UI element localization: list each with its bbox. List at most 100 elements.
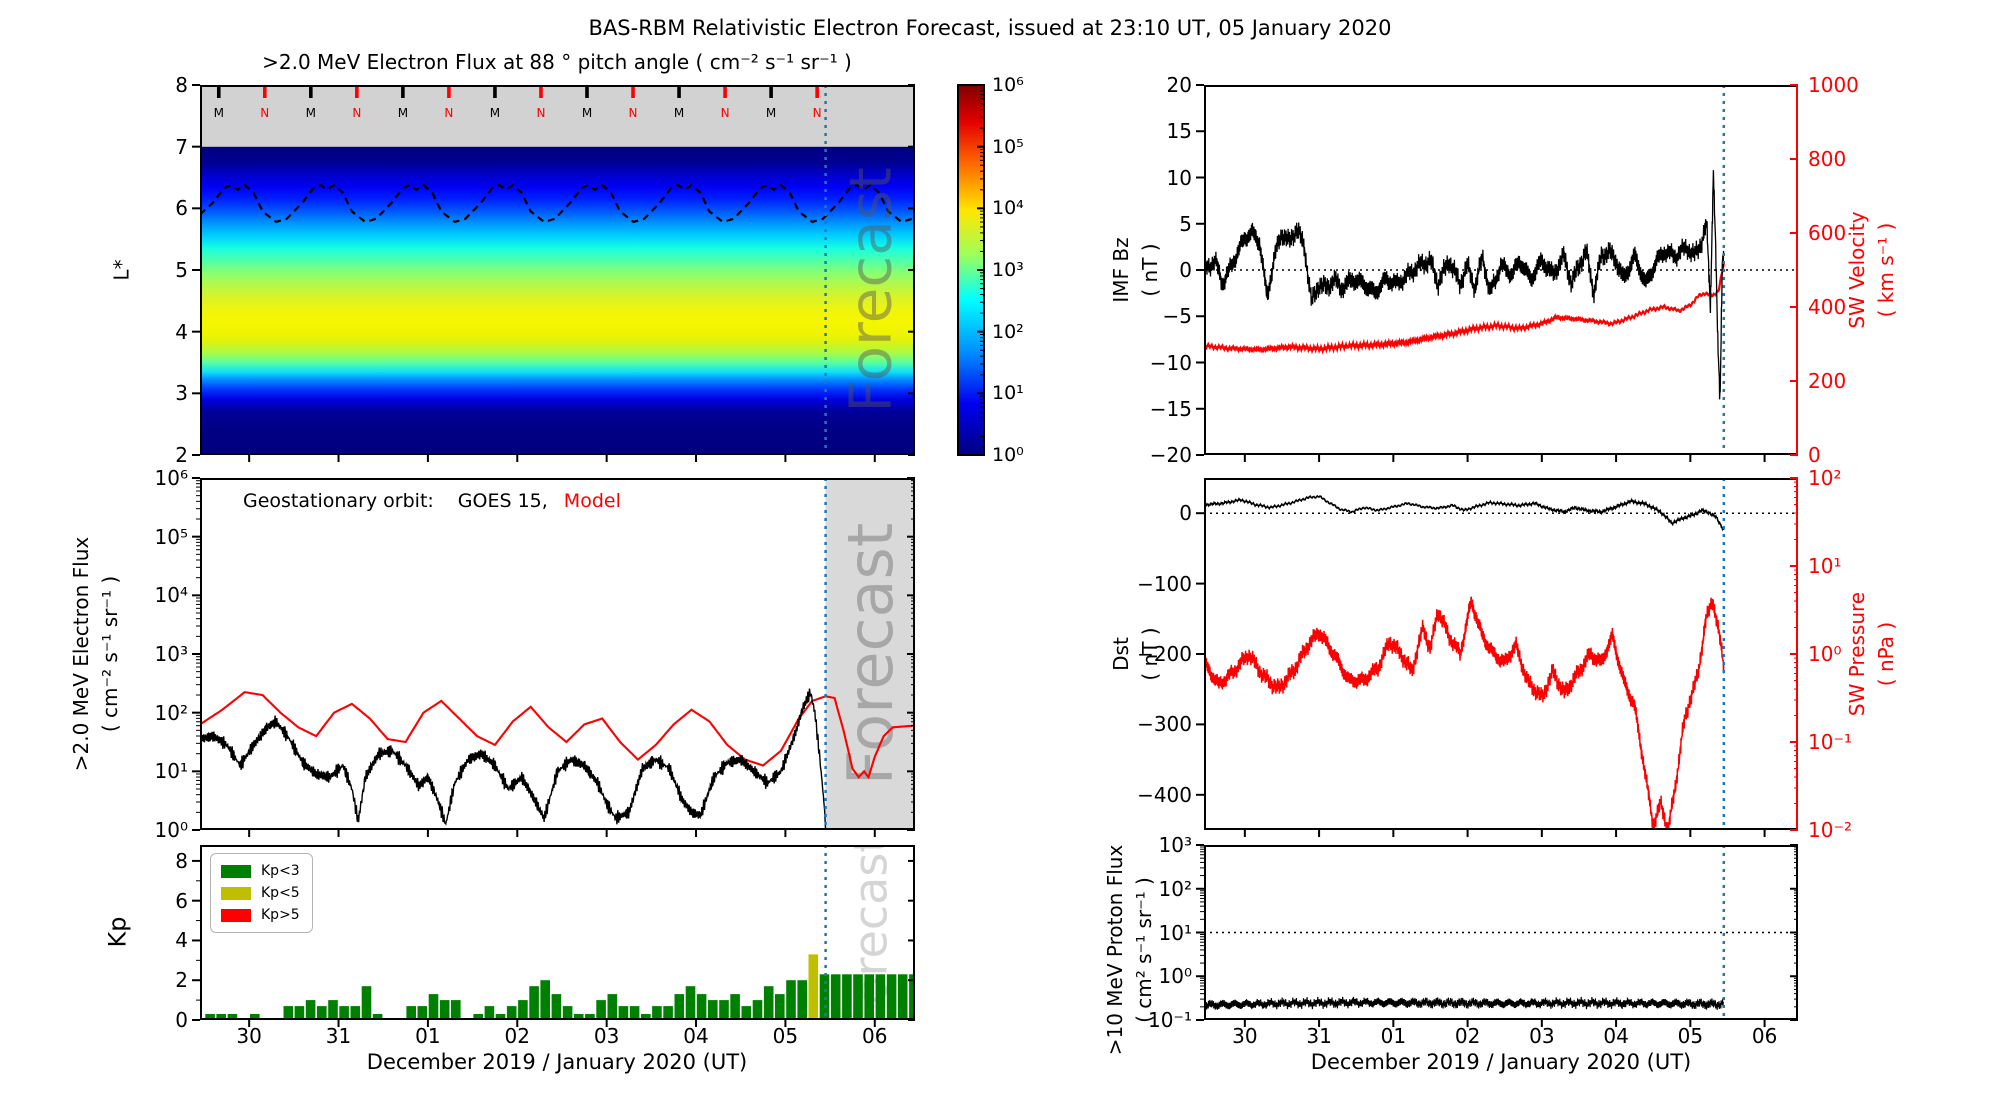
annotation-model-label: Model (563, 490, 621, 512)
imf-tick-label: 20 (1166, 73, 1192, 97)
dst-tick-label: 0 (1179, 501, 1192, 526)
lstar-tick-label: 4 (175, 319, 188, 344)
proton-tick-label: 10² (1158, 876, 1192, 901)
x-tick-label: 02 (504, 1024, 531, 1048)
colorbar-tick-label: 10¹ (992, 382, 1024, 405)
colorbar-tick-label: 10³ (992, 259, 1024, 281)
velocity-tick-label: 400 (1808, 295, 1847, 319)
colorbar-tick-label: 10² (992, 320, 1024, 343)
imf-tick-label: 10 (1166, 165, 1192, 190)
orbit-marker-M: M (766, 106, 776, 120)
imf-tick-label: 5 (1179, 211, 1192, 236)
orbit-marker-M: M (582, 106, 592, 120)
imf-tick-label: −15 (1149, 396, 1192, 421)
proton-tick-label: 10³ (1158, 833, 1192, 857)
colorbar-tick-label: 10⁰ (992, 444, 1024, 466)
lstar-tick-label: 2 (175, 443, 188, 467)
orbit-marker-N: N (813, 106, 822, 120)
lstar-tick-label: 8 (175, 73, 188, 97)
imf-sw-velocity-canvas (1204, 85, 1798, 455)
flux-tick-label: 10¹ (154, 759, 188, 784)
x-tick-label: 02 (1454, 1024, 1481, 1048)
orbit-marker-N: N (721, 106, 730, 120)
goes-flux-canvas: Forecast (200, 478, 915, 830)
kp-gt5-swatch (221, 908, 251, 922)
x-tick-label: 03 (593, 1024, 620, 1048)
dst-tick-label: −200 (1137, 642, 1192, 666)
kp-lt3-swatch (221, 864, 251, 878)
orbit-marker-M: M (214, 106, 224, 120)
kp-bars-canvas: Forecast (205, 845, 915, 1020)
proton-tick-label: 10⁰ (1158, 964, 1192, 989)
x-tick-label: 31 (325, 1024, 352, 1048)
lstar-tick-label: 6 (175, 196, 188, 221)
dst-tick-label: −300 (1137, 712, 1192, 737)
dst-tick-label: −100 (1137, 571, 1192, 596)
kp-legend-item: Kp>5 (221, 904, 300, 926)
kp-tick-label: 8 (175, 848, 188, 873)
kp-lt3-label: Kp<3 (261, 863, 300, 879)
goes-annotation: Geostationary orbit: GOES 15, Model (243, 490, 621, 512)
x-tick-label: 30 (236, 1024, 262, 1048)
orbit-marker-N: N (536, 106, 545, 120)
colorbar-tick-label: 10⁶ (992, 74, 1024, 96)
lstar-tick-label: 3 (175, 381, 188, 406)
velocity-tick-label: 600 (1808, 221, 1847, 245)
dst-pressure-canvas (1204, 478, 1798, 830)
proton-tick-label: 10⁻¹ (1147, 1008, 1192, 1032)
kp-legend-item: Kp<5 (221, 882, 300, 904)
x-tick-label: 01 (415, 1024, 441, 1048)
imf-tick-label: −5 (1162, 304, 1192, 329)
dst-tick-label: −400 (1137, 782, 1192, 807)
kp-tick-label: 6 (175, 888, 188, 913)
lstar-tick-label: 7 (175, 134, 188, 159)
imf-tick-label: 0 (1179, 258, 1192, 282)
orbit-marker-N: N (444, 106, 453, 120)
orbit-marker-M: M (398, 106, 408, 120)
velocity-tick-label: 800 (1808, 147, 1847, 171)
x-tick-label: 06 (1751, 1024, 1778, 1048)
x-tick-label: 06 (862, 1024, 888, 1048)
lstar-tick-label: 5 (175, 258, 188, 282)
flux-tick-label: 10³ (154, 642, 188, 666)
orbit-marker-N: N (352, 106, 361, 120)
imf-tick-label: −20 (1149, 443, 1192, 467)
orbit-marker-M: M (306, 106, 316, 120)
annotation-prefix: Geostationary orbit: (243, 490, 434, 512)
pressure-tick-label: 10⁰ (1808, 642, 1842, 666)
kp-legend-item: Kp<3 (221, 860, 300, 882)
annotation-goes15: GOES 15, (457, 490, 548, 512)
kp-tick-label: 0 (175, 1008, 188, 1032)
kp-gt5-label: Kp>5 (261, 907, 300, 923)
heatmap-title: >2.0 MeV Electron Flux at 88 ° pitch ang… (262, 50, 852, 74)
colorbar-tick-label: 10⁴ (992, 197, 1024, 220)
kp-tick-label: 2 (175, 968, 188, 993)
flux-tick-label: 10⁵ (154, 524, 188, 549)
pressure-tick-label: 10² (1808, 466, 1842, 490)
x-tick-label: 31 (1306, 1024, 1332, 1048)
forecast-watermark: Forecast (836, 167, 904, 412)
kp-lt5-label: Kp<5 (261, 885, 300, 901)
x-tick-label: 05 (1677, 1024, 1704, 1048)
xlabel-left: December 2019 / January 2020 (UT) (366, 1050, 748, 1074)
flux-tick-label: 10⁰ (154, 818, 188, 842)
flux-tick-label: 10⁶ (154, 466, 188, 490)
flux-tick-label: 10⁴ (154, 583, 188, 608)
figure-title: BAS-RBM Relativistic Electron Forecast, … (588, 16, 1392, 40)
pressure-tick-label: 10⁻² (1808, 818, 1853, 842)
velocity-tick-label: 0 (1808, 443, 1821, 467)
pressure-tick-label: 10⁻¹ (1808, 730, 1853, 754)
pressure-tick-label: 10¹ (1808, 554, 1842, 578)
colorbar-tick-label: 10⁵ (992, 135, 1024, 158)
orbit-marker-M: M (674, 106, 684, 120)
x-tick-label: 01 (1380, 1024, 1407, 1048)
orbit-marker-M: M (490, 106, 500, 120)
orbit-marker-N: N (260, 106, 269, 120)
flux-tick-label: 10² (154, 700, 188, 725)
proton-tick-label: 10¹ (1158, 920, 1192, 945)
proton-flux-canvas (1204, 845, 1798, 1020)
xlabel-right: December 2019 / January 2020 (UT) (1310, 1050, 1692, 1074)
kp-legend: Kp<3 Kp<5 Kp>5 (210, 853, 313, 933)
